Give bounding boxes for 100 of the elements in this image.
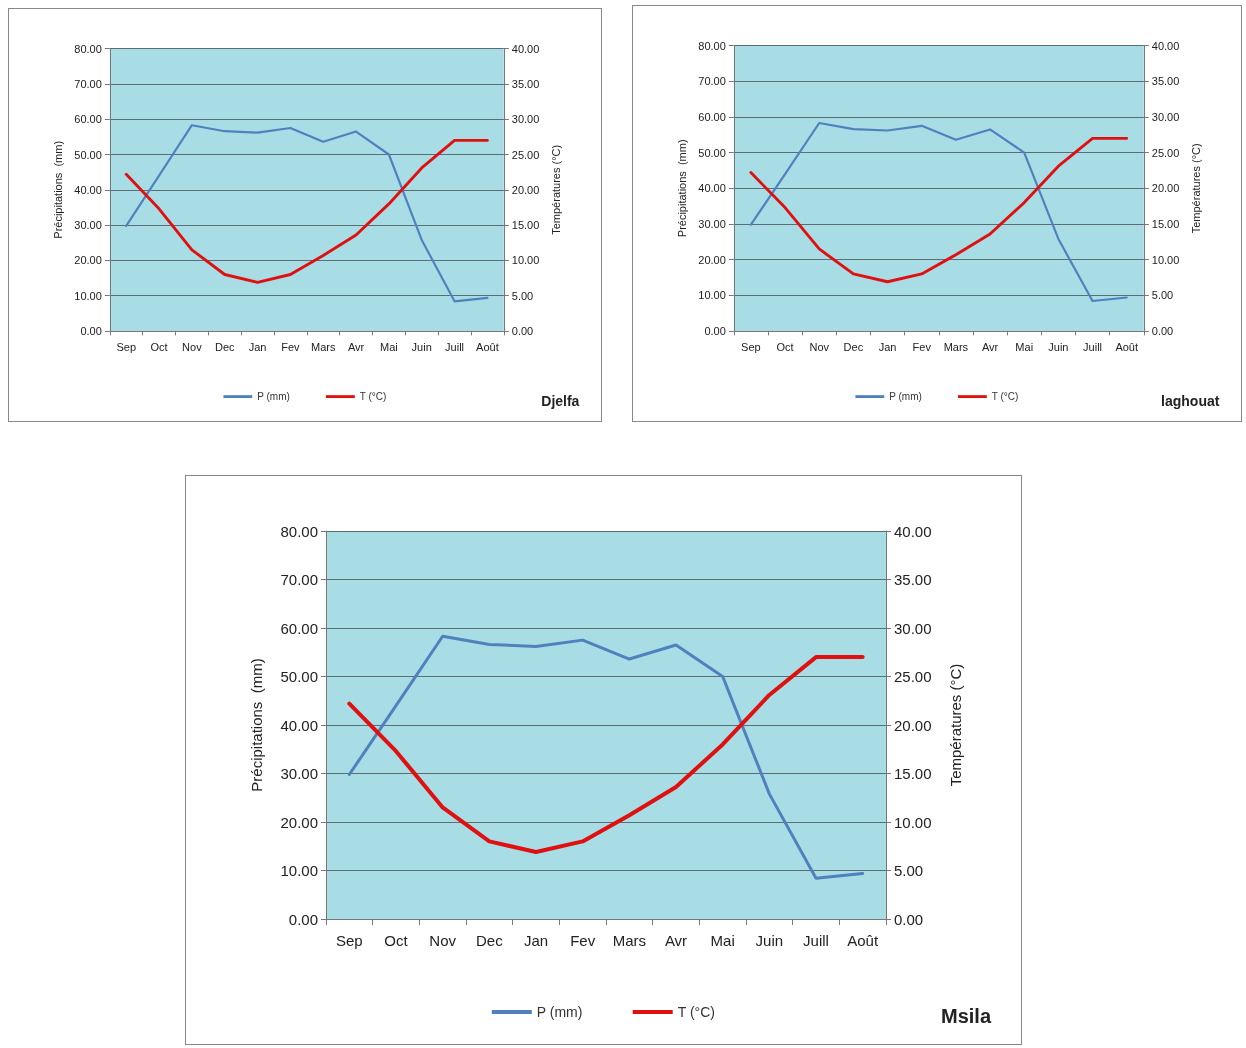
x-tick-label: Dec [475,932,504,949]
y-axis-title: Précipitations (mm) [51,140,64,239]
x-tick-label: Juin [411,340,432,353]
x-tick-label: Juill [803,932,829,949]
y-tick-label: 30.00 [74,219,102,232]
legend-label: P (mm) [536,1004,583,1020]
line-series [347,655,865,855]
y-axis-title: Précipitations (mm) [675,139,688,238]
y2-tick-label: 30.00 [1151,110,1180,123]
y2-tick-label: 5.00 [511,289,534,302]
y-tick-label: 20.00 [74,254,102,267]
y2-tick-label: 0.00 [894,910,924,928]
y2-tick-label: 25.00 [894,668,932,685]
y-tick-label: 40.00 [74,183,102,196]
y-tick-label: 80.00 [698,39,726,52]
x-tick-label: Nov [809,340,830,353]
text: laghouat [1161,393,1220,410]
x-tick-label: Avr [347,340,365,353]
y2-tick-label: 10.00 [511,254,540,267]
legend-label: T (°C) [359,391,387,403]
x-tick-label: Oct [384,932,409,949]
x-tick-label: Jan [248,340,267,353]
x-tick-label: Fev [281,340,301,353]
legend-label: T (°C) [677,1004,715,1020]
text: Djelfa [541,393,580,410]
y2-tick-label: 35.00 [1151,75,1180,88]
x-tick-label: Mars [612,932,647,949]
x-tick-label: Fev [912,340,932,353]
y2-axis-title: Températures (°C) [1189,143,1202,234]
y-tick-label: 20.00 [280,813,318,831]
x-tick-label: Jan [523,932,549,949]
y2-tick-label: 40.00 [894,522,932,540]
y-tick-label: 60.00 [698,110,726,123]
x-tick-label: Avr [664,932,688,949]
y2-tick-label: 35.00 [894,571,932,588]
x-tick-label: Dec [214,340,235,353]
x-tick-label: Mai [1015,340,1034,353]
legend-label: T (°C) [991,391,1019,403]
y2-tick-label: 20.00 [1151,182,1180,195]
x-tick-label: Juin [1048,340,1069,353]
y-tick-label: 80.00 [280,522,318,540]
x-tick-label: Jan [878,340,897,353]
y2-axis-title: Températures (°C) [947,663,964,787]
y2-tick-label: 5.00 [894,862,924,879]
x-tick-label: Oct [150,340,168,353]
y2-tick-label: 10.00 [1151,253,1180,266]
y-tick-label: 50.00 [74,148,102,161]
y2-tick-label: 10.00 [894,813,932,831]
x-tick-label: Nov [182,340,203,353]
line-series [347,634,865,880]
line-series [749,121,1128,303]
y-tick-label: 60.00 [280,619,318,637]
y2-tick-label: 20.00 [511,183,540,196]
y-tick-label: 80.00 [74,42,102,55]
x-tick-label: Fev [570,932,596,949]
y2-tick-label: 15.00 [894,765,932,782]
y-tick-label: 50.00 [698,146,726,159]
y2-axis-title: Températures (°C) [549,144,562,235]
y2-tick-label: 15.00 [511,219,540,232]
y-tick-label: 50.00 [280,668,318,685]
x-tick-label: Sep [741,340,761,353]
x-tick-label: Juin [755,932,784,949]
y2-tick-label: 25.00 [511,148,540,161]
y-tick-label: 30.00 [280,765,318,782]
line-series [124,138,489,284]
y2-tick-label: 40.00 [511,42,540,55]
legend-label: P (mm) [257,391,290,403]
y2-tick-label: 15.00 [1151,217,1180,230]
y-tick-label: 70.00 [280,571,318,588]
y-tick-label: 10.00 [74,289,102,302]
text: Msila [940,1005,992,1027]
y2-tick-label: 25.00 [1151,146,1180,159]
y2-tick-label: 0.00 [511,325,534,337]
y2-tick-label: 0.00 [1151,325,1174,337]
x-tick-label: Juill [1083,340,1103,353]
y2-tick-label: 5.00 [1151,289,1174,302]
x-tick-label: Avr [981,340,999,353]
y2-tick-label: 40.00 [1151,39,1180,52]
y-tick-label: 20.00 [698,253,726,266]
y2-tick-label: 20.00 [894,716,932,734]
x-tick-label: Oct [776,340,794,353]
x-tick-label: Mars [943,340,969,353]
x-tick-label: Dec [843,340,864,353]
y-tick-label: 10.00 [698,289,726,302]
x-tick-label: Mars [310,340,336,353]
x-tick-label: Juill [445,340,465,353]
x-tick-label: Août [847,932,879,949]
y2-tick-label: 30.00 [511,113,540,126]
y-tick-label: 30.00 [698,217,726,230]
y2-tick-label: 30.00 [894,619,932,637]
x-tick-label: Août [1115,340,1139,353]
x-tick-label: Sep [116,340,137,353]
x-tick-label: Sep [335,932,363,949]
y-tick-label: 10.00 [280,862,318,879]
line-series [749,136,1129,284]
y-tick-label: 70.00 [698,75,726,88]
x-tick-label: Mai [710,932,735,949]
y-tick-label: 0.00 [704,325,726,337]
x-tick-label: Nov [429,932,457,949]
y-tick-label: 0.00 [80,325,102,337]
